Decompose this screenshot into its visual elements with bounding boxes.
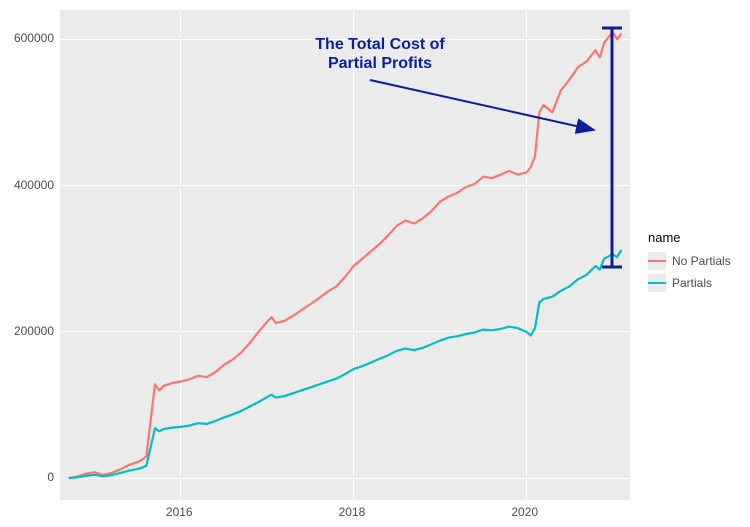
grid-v-line bbox=[353, 10, 354, 500]
legend-key bbox=[648, 274, 666, 292]
annotation-text: The Total Cost of Partial Profits bbox=[290, 35, 470, 73]
grid-v-line bbox=[180, 10, 181, 500]
grid-h-line bbox=[60, 185, 630, 186]
x-tick-label: 2020 bbox=[511, 505, 538, 519]
grid-h-line bbox=[60, 478, 630, 479]
legend-item: Partials bbox=[648, 274, 712, 292]
y-tick-label: 400000 bbox=[14, 178, 54, 192]
legend-item: No Partials bbox=[648, 252, 731, 270]
x-tick-label: 2016 bbox=[166, 505, 193, 519]
legend-label: Partials bbox=[672, 276, 712, 290]
x-tick-label: 2018 bbox=[339, 505, 366, 519]
legend-label: No Partials bbox=[672, 254, 731, 268]
annotation-line-1: The Total Cost of bbox=[315, 36, 444, 53]
plot-panel bbox=[60, 10, 630, 500]
y-tick-label: 600000 bbox=[14, 31, 54, 45]
annotation-line-2: Partial Profits bbox=[328, 55, 432, 72]
legend-key bbox=[648, 252, 666, 270]
grid-h-line bbox=[60, 331, 630, 332]
y-tick-label: 200000 bbox=[14, 324, 54, 338]
chart-container: 0 200000 400000 600000 2016 2018 2020 The Tota… bbox=[0, 0, 750, 527]
legend-title: name bbox=[648, 230, 681, 245]
grid-v-line bbox=[526, 10, 527, 500]
y-tick-label: 0 bbox=[47, 470, 54, 484]
